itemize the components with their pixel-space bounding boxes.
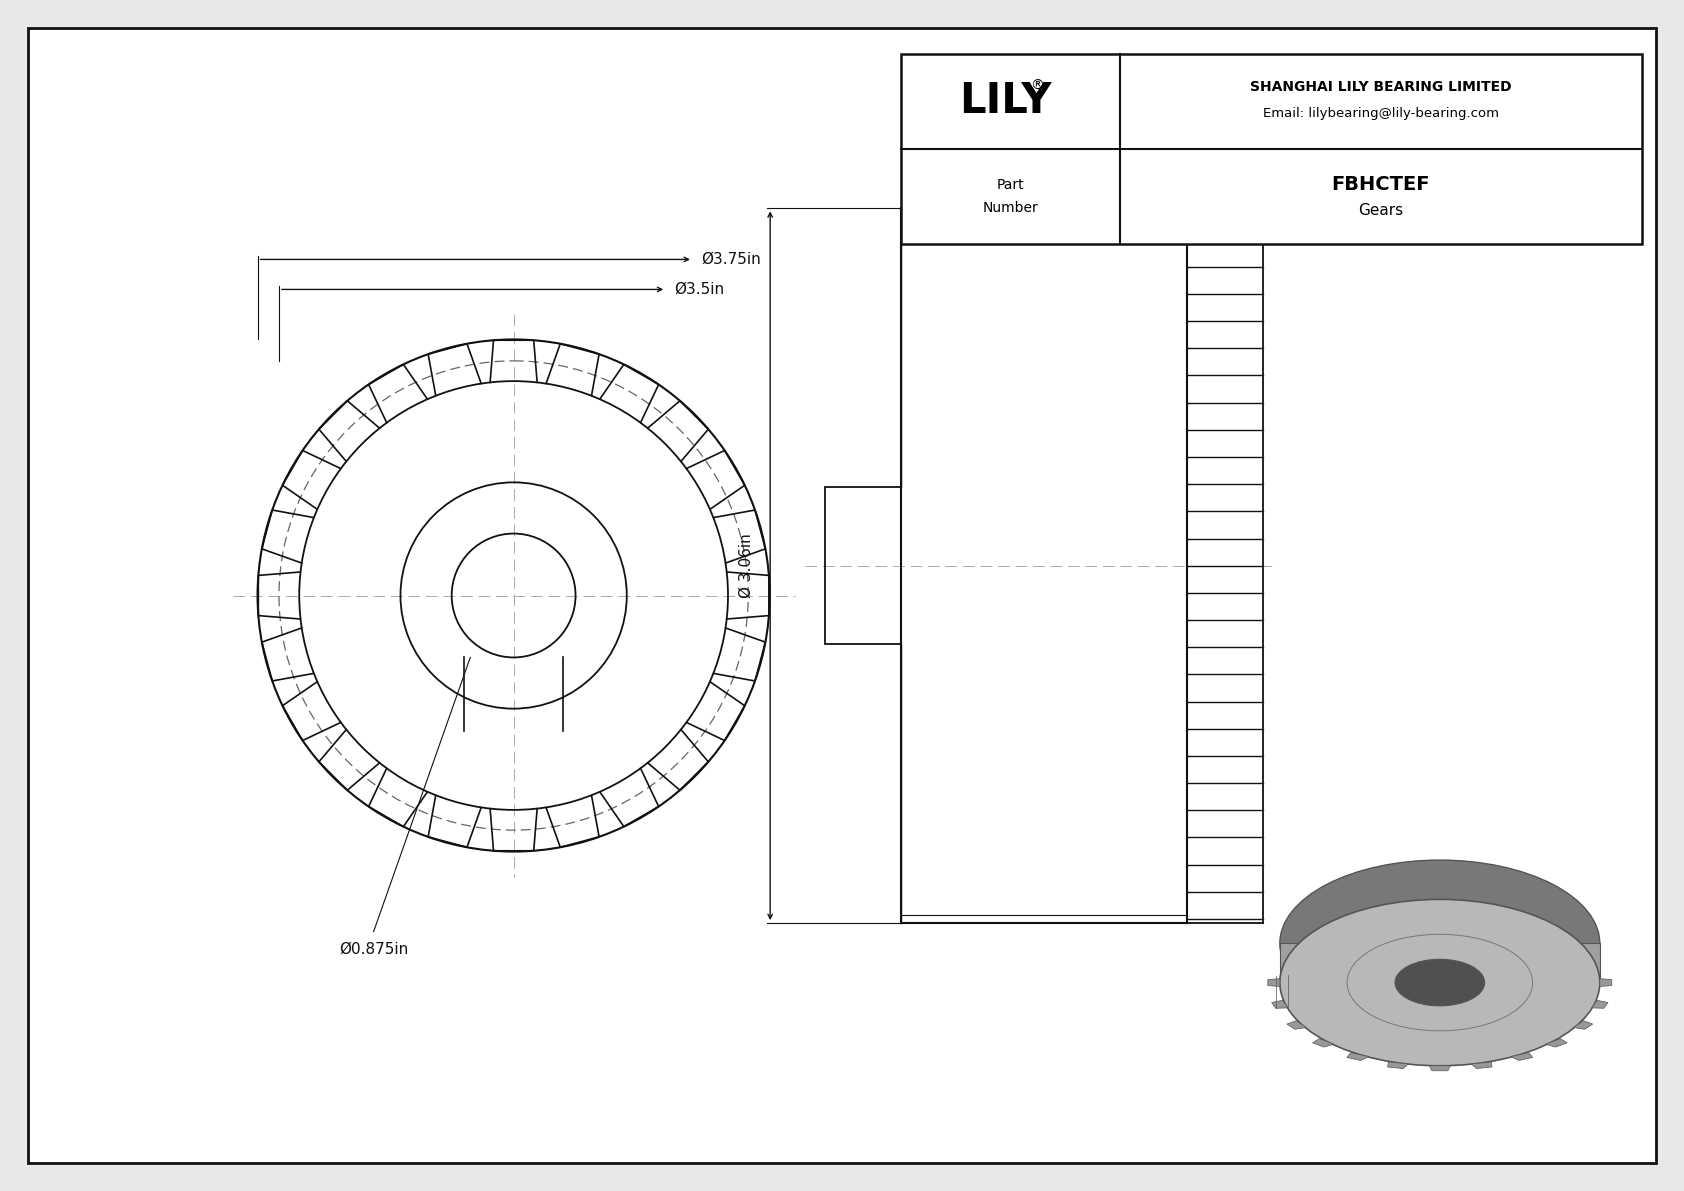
- Polygon shape: [1573, 1021, 1593, 1029]
- Text: Part
Number: Part Number: [982, 179, 1039, 214]
- Polygon shape: [1591, 1000, 1608, 1009]
- Polygon shape: [1312, 1039, 1334, 1047]
- Text: FBHCTEF: FBHCTEF: [1332, 175, 1430, 194]
- Text: Ø3.75in: Ø3.75in: [701, 252, 761, 267]
- Polygon shape: [1546, 1039, 1568, 1047]
- Polygon shape: [1388, 1062, 1408, 1068]
- Bar: [901, 54, 1642, 244]
- Polygon shape: [1280, 943, 1600, 983]
- Ellipse shape: [1280, 860, 1600, 1027]
- Ellipse shape: [1394, 959, 1485, 1006]
- Text: Ø 3.06in: Ø 3.06in: [739, 534, 754, 598]
- Polygon shape: [1472, 1062, 1492, 1068]
- Text: Email: lilybearing@lily-bearing.com: Email: lilybearing@lily-bearing.com: [1263, 107, 1499, 120]
- Polygon shape: [1268, 979, 1280, 986]
- Polygon shape: [1600, 979, 1612, 986]
- Bar: [901, 208, 1187, 923]
- Text: Gears: Gears: [1359, 202, 1403, 218]
- Text: 2.38in: 2.38in: [1058, 121, 1106, 137]
- Bar: [825, 487, 901, 644]
- Polygon shape: [1287, 1021, 1307, 1029]
- Text: Ø0.875in: Ø0.875in: [338, 942, 408, 956]
- Text: Ø3.5in: Ø3.5in: [674, 282, 724, 297]
- Polygon shape: [1347, 1053, 1369, 1060]
- Text: SHANGHAI LILY BEARING LIMITED: SHANGHAI LILY BEARING LIMITED: [1250, 80, 1512, 94]
- Polygon shape: [1511, 1053, 1532, 1060]
- Text: LILY: LILY: [960, 80, 1051, 123]
- Ellipse shape: [1280, 899, 1600, 1066]
- Text: 1.5in: 1.5in: [1026, 151, 1063, 167]
- Text: ®: ®: [1031, 80, 1044, 93]
- Polygon shape: [1271, 1000, 1288, 1009]
- Polygon shape: [1430, 1066, 1450, 1071]
